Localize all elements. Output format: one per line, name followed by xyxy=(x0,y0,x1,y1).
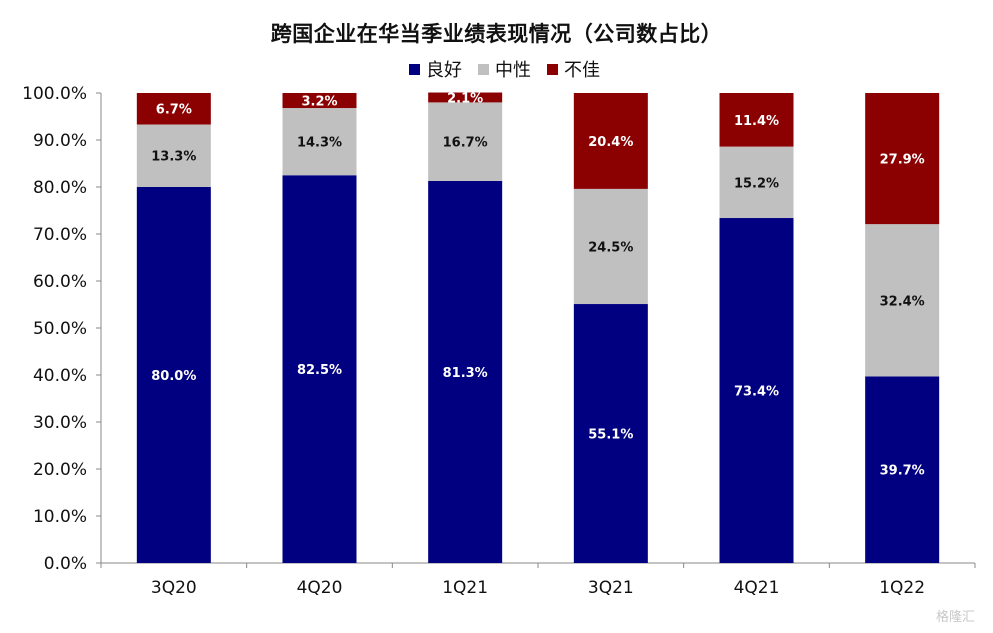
watermark-logo: 格隆汇 xyxy=(935,610,975,625)
y-tick-label: 10.0% xyxy=(33,507,87,527)
bar-4Q20-series-1 xyxy=(282,108,357,176)
x-tick-label: 4Q20 xyxy=(297,578,343,598)
data-label: 16.7% xyxy=(443,136,488,151)
bar-1Q21-series-0 xyxy=(428,180,503,563)
bar-4Q21-series-0 xyxy=(719,218,794,563)
legend-swatch-poor xyxy=(547,63,558,75)
bar-3Q20-series-1 xyxy=(136,124,211,187)
legend-item-poor: 不佳 xyxy=(547,56,600,82)
data-label: 24.5% xyxy=(588,240,633,255)
y-tick-label: 70.0% xyxy=(33,225,87,245)
bar-3Q21-series-2 xyxy=(573,93,648,189)
x-tick-label: 3Q20 xyxy=(151,578,197,598)
y-tick-label: 60.0% xyxy=(33,272,87,292)
y-tick-label: 50.0% xyxy=(33,319,87,339)
chart-title: 跨国企业在华当季业绩表现情况（公司数占比） xyxy=(270,22,723,46)
bar-3Q21-series-1 xyxy=(573,188,648,305)
data-label: 80.0% xyxy=(151,369,196,384)
data-label: 82.5% xyxy=(297,363,342,378)
legend-label-poor: 不佳 xyxy=(564,60,600,81)
y-tick-label: 40.0% xyxy=(33,366,87,386)
y-tick-label: 90.0% xyxy=(33,131,87,151)
bar-3Q21-series-0 xyxy=(573,304,648,563)
bar-1Q21-series-2 xyxy=(428,92,503,103)
data-label: 14.3% xyxy=(297,136,342,151)
bar-3Q20-series-0 xyxy=(136,187,211,563)
y-tick-label: 20.0% xyxy=(33,460,87,480)
legend-item-good: 良好 xyxy=(409,56,462,82)
legend-swatch-neutral xyxy=(478,63,489,75)
y-tick-label: 0.0% xyxy=(44,554,87,574)
bar-4Q20-series-2 xyxy=(282,93,357,109)
data-label: 3.2% xyxy=(301,95,337,110)
data-label: 20.4% xyxy=(588,135,633,150)
y-tick-label: 80.0% xyxy=(33,178,87,198)
data-label: 11.4% xyxy=(734,114,779,129)
bar-1Q22-series-1 xyxy=(865,224,940,377)
data-label: 39.7% xyxy=(880,464,925,479)
legend-item-neutral: 中性 xyxy=(478,56,531,82)
x-tick-label: 1Q21 xyxy=(442,578,488,598)
bar-3Q20-series-2 xyxy=(136,93,211,125)
legend-label-neutral: 中性 xyxy=(495,60,531,81)
data-label: 73.4% xyxy=(734,385,779,400)
x-tick-label: 4Q21 xyxy=(734,578,780,598)
legend-swatch-good xyxy=(409,63,420,75)
data-label: 32.4% xyxy=(880,294,925,309)
y-tick-label: 100.0% xyxy=(22,84,87,104)
data-label: 15.2% xyxy=(734,176,779,191)
data-label: 55.1% xyxy=(588,428,633,443)
data-label: 6.7% xyxy=(156,103,192,118)
bar-1Q22-series-0 xyxy=(865,376,940,563)
legend-label-good: 良好 xyxy=(426,60,462,81)
bar-4Q20-series-0 xyxy=(282,175,357,563)
bar-4Q21-series-2 xyxy=(719,93,794,147)
bar-1Q22-series-2 xyxy=(865,93,940,225)
bar-4Q21-series-1 xyxy=(719,146,794,219)
y-tick-label: 30.0% xyxy=(33,413,87,433)
data-label: 2.1% xyxy=(447,91,483,106)
data-label: 13.3% xyxy=(151,150,196,165)
data-label: 81.3% xyxy=(443,366,488,381)
bar-1Q21-series-1 xyxy=(428,102,503,181)
x-tick-label: 3Q21 xyxy=(588,578,634,598)
x-tick-label: 1Q22 xyxy=(879,578,925,598)
legend: 良好 中性 不佳 xyxy=(409,56,600,82)
data-label: 27.9% xyxy=(880,153,925,168)
